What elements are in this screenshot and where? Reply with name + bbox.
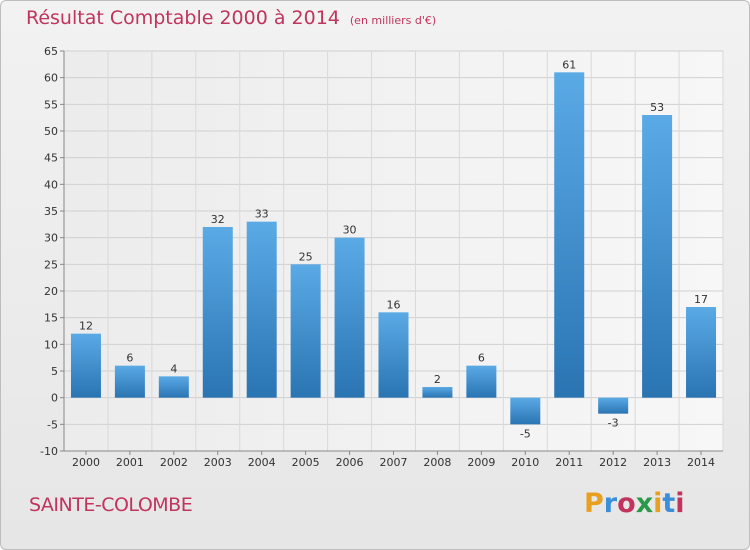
logo-letter: t	[662, 488, 676, 519]
bar-value-label: -3	[608, 417, 619, 430]
y-tick-label: 0	[51, 392, 58, 405]
y-tick-label: 10	[44, 338, 58, 351]
x-tick-label: 2008	[423, 456, 451, 469]
bar	[554, 72, 585, 398]
bar-value-label: 4	[170, 362, 177, 375]
y-tick-label: 45	[44, 152, 58, 165]
bar-value-label: 30	[343, 224, 357, 237]
commune-name: SAINTE-COLOMBE	[29, 494, 193, 516]
bar-value-label: 2	[434, 373, 441, 386]
y-tick-label: 5	[51, 365, 58, 378]
bar	[598, 397, 629, 414]
x-tick-label: 2010	[511, 456, 539, 469]
bar-value-label: 6	[126, 352, 133, 365]
bar	[642, 115, 673, 398]
bar	[158, 376, 189, 398]
x-tick-label: 2003	[204, 456, 232, 469]
bar-value-label: 33	[255, 208, 269, 221]
bar	[202, 227, 233, 398]
y-tick-label: 40	[44, 178, 58, 191]
chart-title-main: Résultat Comptable 2000 à 2014	[26, 7, 340, 29]
x-tick-label: 2007	[380, 456, 408, 469]
bar-value-label: -5	[520, 427, 531, 440]
x-tick-label: 2002	[160, 456, 188, 469]
logo-letter: i	[653, 488, 663, 519]
bar-value-label: 25	[299, 250, 313, 263]
x-tick-label: 2011	[555, 456, 583, 469]
logo-letter: i	[675, 488, 685, 519]
y-tick-label: 25	[44, 258, 58, 271]
y-tick-label: 20	[44, 285, 58, 298]
logo-letter: x	[635, 488, 654, 519]
y-tick-label: 65	[44, 45, 58, 58]
logo-letter: P	[584, 488, 604, 519]
y-tick-label: -10	[40, 445, 58, 458]
y-tick-label: 30	[44, 232, 58, 245]
y-tick-label: 55	[44, 98, 58, 111]
y-tick-label: -5	[47, 418, 58, 431]
bar	[466, 365, 497, 398]
y-tick-label: 35	[44, 205, 58, 218]
bar	[114, 365, 145, 398]
bar	[290, 264, 321, 398]
x-tick-label: 2009	[467, 456, 495, 469]
x-tick-label: 2006	[336, 456, 364, 469]
x-tick-label: 2014	[687, 456, 715, 469]
bar	[378, 312, 409, 398]
bar-value-label: 6	[478, 352, 485, 365]
x-tick-label: 2001	[116, 456, 144, 469]
bar	[334, 237, 365, 398]
bar-value-label: 16	[387, 298, 401, 311]
bar-value-label: 32	[211, 213, 225, 226]
bar-value-label: 53	[650, 101, 664, 114]
bar-value-label: 12	[79, 320, 93, 333]
bar	[686, 307, 717, 398]
chart-title: Résultat Comptable 2000 à 2014 (en millie…	[26, 7, 436, 29]
proxiti-logo: Proxiti	[584, 488, 685, 519]
bar	[70, 333, 101, 398]
x-tick-label: 2000	[72, 456, 100, 469]
x-tick-label: 2004	[248, 456, 276, 469]
x-tick-label: 2005	[292, 456, 320, 469]
y-tick-label: 60	[44, 72, 58, 85]
y-tick-label: 15	[44, 312, 58, 325]
bar	[422, 387, 453, 398]
logo-letter: o	[617, 488, 636, 519]
y-tick-label: 50	[44, 125, 58, 138]
x-tick-label: 2012	[599, 456, 627, 469]
bar-value-label: 61	[562, 58, 576, 71]
bar	[510, 397, 541, 425]
logo-letter: r	[603, 488, 618, 519]
chart-subtitle: (en milliers d'€)	[349, 14, 437, 27]
bar	[246, 221, 277, 398]
bar-value-label: 17	[694, 293, 708, 306]
x-tick-label: 2013	[643, 456, 671, 469]
